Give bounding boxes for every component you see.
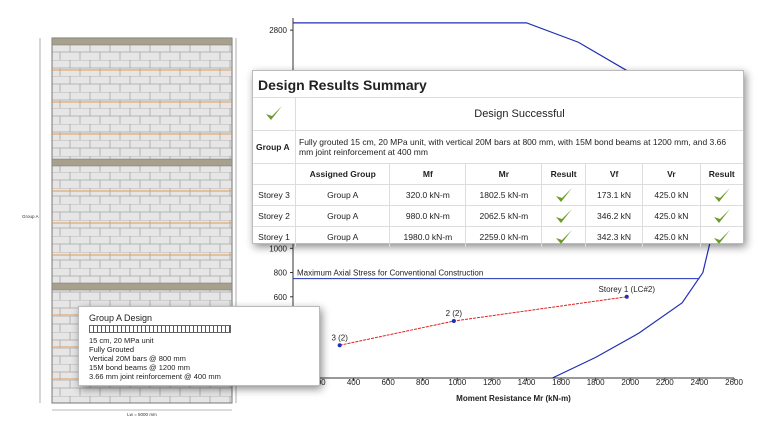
group-design-title: Group A Design bbox=[89, 313, 153, 323]
design-line: 3.66 mm joint reinforcement @ 400 mm bbox=[89, 372, 221, 381]
x-tick-label: 800 bbox=[416, 378, 430, 387]
result-cell bbox=[541, 205, 586, 227]
result-row: Storey 2 Group A 980.0 kN-m 2062.5 kN-m 346.… bbox=[253, 205, 743, 227]
cell: Storey 2 bbox=[253, 205, 296, 227]
point-label: 2 (2) bbox=[446, 309, 463, 318]
result-cell bbox=[699, 226, 743, 247]
header-row: Assigned Group Mf Mr Result Vf Vr Result bbox=[253, 163, 743, 185]
check-cell bbox=[253, 97, 296, 131]
check bbox=[713, 230, 730, 244]
x-tick-label: 2000 bbox=[621, 378, 639, 387]
section-strip bbox=[89, 325, 231, 333]
x-axis-label: Moment Resistance Mr (kN-m) bbox=[456, 394, 571, 403]
y-tick-label: 1000 bbox=[269, 244, 287, 253]
column-header: Vr bbox=[642, 163, 701, 185]
cell: 2259.0 kN-m bbox=[465, 226, 542, 247]
column-header: Result bbox=[699, 163, 743, 185]
group-design-panel: Group A Design 15 cm, 20 MPa unit Fully G… bbox=[78, 306, 320, 386]
y-tick-label: 2800 bbox=[269, 26, 287, 35]
cell: 425.0 kN bbox=[642, 205, 701, 227]
summary-table: Design Successful Group A Fully grouted … bbox=[253, 97, 743, 247]
check bbox=[555, 209, 572, 223]
point-label: Storey 1 (LC#2) bbox=[599, 285, 656, 294]
x-tick-label: 1600 bbox=[552, 378, 570, 387]
cell: 342.3 kN bbox=[584, 226, 643, 247]
design-line: 15M bond beams @ 1200 mm bbox=[89, 363, 190, 372]
check-icon bbox=[266, 105, 282, 120]
group-name: Group A bbox=[253, 130, 296, 164]
result-row: Storey 3 Group A 320.0 kN-m 1802.5 kN-m 173.… bbox=[253, 184, 743, 206]
y-tick-label: 800 bbox=[274, 269, 288, 278]
cell: 173.1 kN bbox=[584, 184, 643, 206]
design-line: Fully Grouted bbox=[89, 345, 135, 354]
design-results-summary: Design Results Summary Design Successful… bbox=[252, 70, 744, 247]
design-line: Vertical 20M bars @ 800 mm bbox=[89, 354, 186, 363]
check-icon bbox=[555, 188, 572, 202]
x-tick-label: 2600 bbox=[725, 378, 743, 387]
result-row: Storey 1 Group A 1980.0 kN-m 2259.0 kN-m 342… bbox=[253, 226, 743, 247]
x-tick-label: 1800 bbox=[587, 378, 605, 387]
check-icon bbox=[713, 230, 730, 244]
column-header: Result bbox=[541, 163, 586, 185]
group-description: Fully grouted 15 cm, 20 MPa unit, with v… bbox=[295, 130, 743, 164]
y-tick-label: 600 bbox=[274, 293, 288, 302]
bond-beams bbox=[51, 37, 233, 291]
x-tick-label: 1200 bbox=[483, 378, 501, 387]
cell: Group A bbox=[294, 205, 390, 227]
cell: Storey 3 bbox=[253, 184, 296, 206]
x-tick-label: 600 bbox=[381, 378, 395, 387]
corner-cell bbox=[253, 163, 296, 185]
column-header: Mf bbox=[389, 163, 466, 185]
design-point bbox=[337, 343, 342, 348]
design-point bbox=[624, 294, 629, 299]
x-tick-label: 1000 bbox=[448, 378, 466, 387]
design-load-line bbox=[339, 296, 627, 346]
point-label: 3 (2) bbox=[331, 333, 348, 342]
cell: 2062.5 kN-m bbox=[465, 205, 542, 227]
check-icon bbox=[713, 188, 730, 202]
cell: 980.0 kN-m bbox=[389, 205, 466, 227]
check-icon bbox=[555, 230, 572, 244]
check bbox=[266, 105, 282, 120]
result-cell bbox=[699, 205, 743, 227]
group-design-lines: 15 cm, 20 MPa unit Fully Grouted Vertical … bbox=[79, 336, 319, 381]
x-tick-label: 1400 bbox=[518, 378, 536, 387]
check bbox=[713, 188, 730, 202]
result-cell bbox=[699, 184, 743, 206]
cell: Storey 1 bbox=[253, 226, 296, 247]
x-tick-label: 2400 bbox=[691, 378, 709, 387]
cell: 346.2 kN bbox=[584, 205, 643, 227]
wall-length-label: Lw = 5000 mm bbox=[127, 412, 157, 417]
wall-group-label: Group A bbox=[22, 214, 39, 219]
cell: 1980.0 kN-m bbox=[389, 226, 466, 247]
result-cell bbox=[541, 226, 586, 247]
check-icon bbox=[713, 209, 730, 223]
check bbox=[555, 188, 572, 202]
x-tick-label: 400 bbox=[347, 378, 361, 387]
cell: 320.0 kN-m bbox=[389, 184, 466, 206]
status: Design Successful bbox=[295, 97, 743, 131]
column-header: Vf bbox=[584, 163, 643, 185]
design-line: 15 cm, 20 MPa unit bbox=[89, 336, 154, 345]
cell: Group A bbox=[294, 226, 390, 247]
check bbox=[713, 209, 730, 223]
summary-title: Design Results Summary bbox=[258, 77, 427, 93]
column-header: Mr bbox=[465, 163, 542, 185]
cell: 425.0 kN bbox=[642, 184, 701, 206]
design-point bbox=[451, 319, 456, 324]
cell: 1802.5 kN-m bbox=[465, 184, 542, 206]
limit-line-label: Maximum Axial Stress for Conventional Co… bbox=[297, 269, 483, 278]
column-header: Assigned Group bbox=[294, 163, 390, 185]
cell: Group A bbox=[294, 184, 390, 206]
cell: 425.0 kN bbox=[642, 226, 701, 247]
x-tick-label: 2200 bbox=[656, 378, 674, 387]
result-cell bbox=[541, 184, 586, 206]
check bbox=[555, 230, 572, 244]
check-icon bbox=[555, 209, 572, 223]
